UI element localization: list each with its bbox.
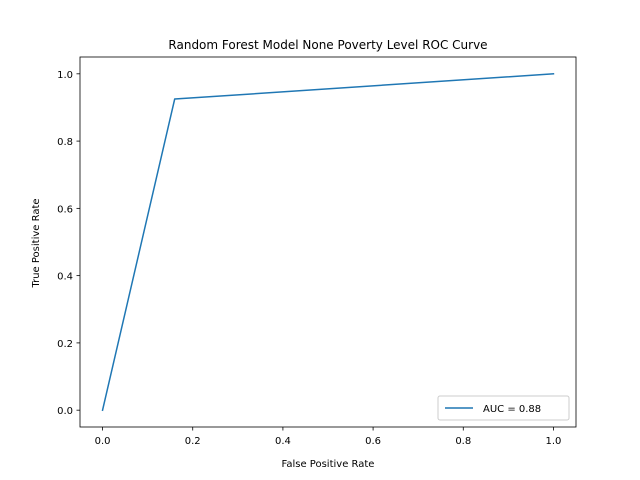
- x-tick-label: 1.0: [546, 436, 562, 447]
- legend-entry-label: AUC = 0.88: [483, 404, 541, 415]
- axes-frame: [79, 56, 577, 428]
- y-tick-label: 0.4: [57, 272, 73, 283]
- x-tick-label: 0.0: [95, 436, 111, 447]
- x-axis-label: False Positive Rate: [282, 459, 375, 470]
- legend: AUC = 0.88: [437, 395, 570, 421]
- y-axis-label: True Positive Rate: [31, 198, 42, 288]
- x-tick-label: 0.8: [455, 436, 471, 447]
- y-tick-label: 1.0: [57, 70, 73, 81]
- y-tick-label: 0.6: [57, 204, 73, 215]
- plot-area: 0.0 0.2 0.4 0.6 0.8 1.0 0.0 0.2 0.4 0.6 0.8 1.0: [57, 56, 577, 447]
- y-tick-label: 0.0: [57, 406, 73, 417]
- series-line-0: [101, 73, 555, 412]
- x-tick-label: 0.2: [185, 436, 201, 447]
- x-tick-label: 0.6: [365, 436, 381, 447]
- x-tick-label: 0.4: [275, 436, 291, 447]
- chart-title: Random Forest Model None Poverty Level R…: [168, 38, 487, 52]
- y-tick-label: 0.8: [57, 137, 73, 148]
- y-tick-label: 0.2: [57, 339, 73, 350]
- legend-box: [437, 395, 570, 421]
